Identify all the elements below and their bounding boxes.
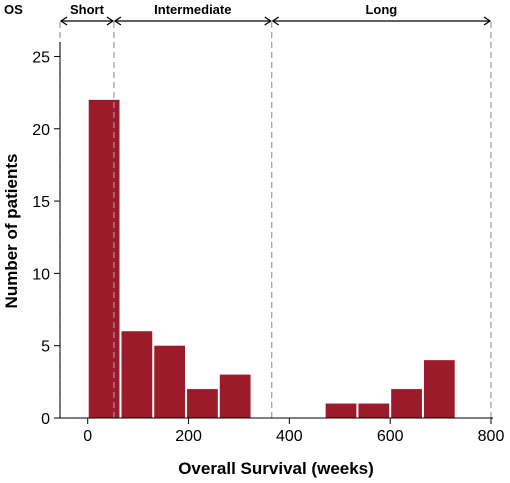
group-label-1: Intermediate — [154, 2, 231, 17]
bar-7 — [391, 389, 422, 418]
group-arrow-right-head-1 — [264, 16, 272, 26]
x-tick-label-2: 400 — [276, 428, 303, 445]
y-tick-label-4: 20 — [32, 122, 50, 139]
group-arrow-left-head-1 — [113, 16, 122, 26]
bar-3 — [187, 389, 218, 418]
axes — [59, 42, 493, 419]
bar-0 — [88, 99, 120, 418]
bar-6 — [358, 403, 390, 418]
group-arrow-right-head-0 — [106, 16, 115, 26]
x-tick-label-0: 0 — [83, 428, 92, 445]
group-label-2: Long — [365, 2, 397, 17]
bar-4 — [219, 374, 251, 418]
os-group-annotations: Short Intermediate Long — [59, 2, 492, 26]
os-label: OS — [4, 2, 23, 17]
x-tick-label-3: 600 — [377, 428, 404, 445]
y-tick-label-1: 5 — [41, 339, 50, 356]
x-tick-label-1: 200 — [175, 428, 202, 445]
x-tick-label-4: 800 — [478, 428, 505, 445]
x-axis-title: Overall Survival (weeks) — [178, 459, 374, 478]
group-arrow-left-head-2 — [271, 16, 280, 26]
y-axis-title: Number of patients — [2, 154, 21, 309]
y-tick-label-3: 15 — [32, 194, 50, 211]
bar-2 — [154, 345, 186, 418]
bar-5 — [325, 403, 357, 418]
bar-1 — [121, 331, 153, 418]
group-arrow-right-head-2 — [483, 16, 492, 26]
ticks: 0 200 400 600 800 0 5 10 15 20 25 — [32, 49, 504, 445]
y-tick-label-0: 0 — [41, 411, 50, 428]
y-tick-label-2: 10 — [32, 266, 50, 283]
group-label-0: Short — [70, 2, 105, 17]
y-tick-label-5: 25 — [32, 49, 50, 66]
bar-8 — [423, 360, 455, 418]
group-arrow-left-head-0 — [59, 16, 68, 26]
